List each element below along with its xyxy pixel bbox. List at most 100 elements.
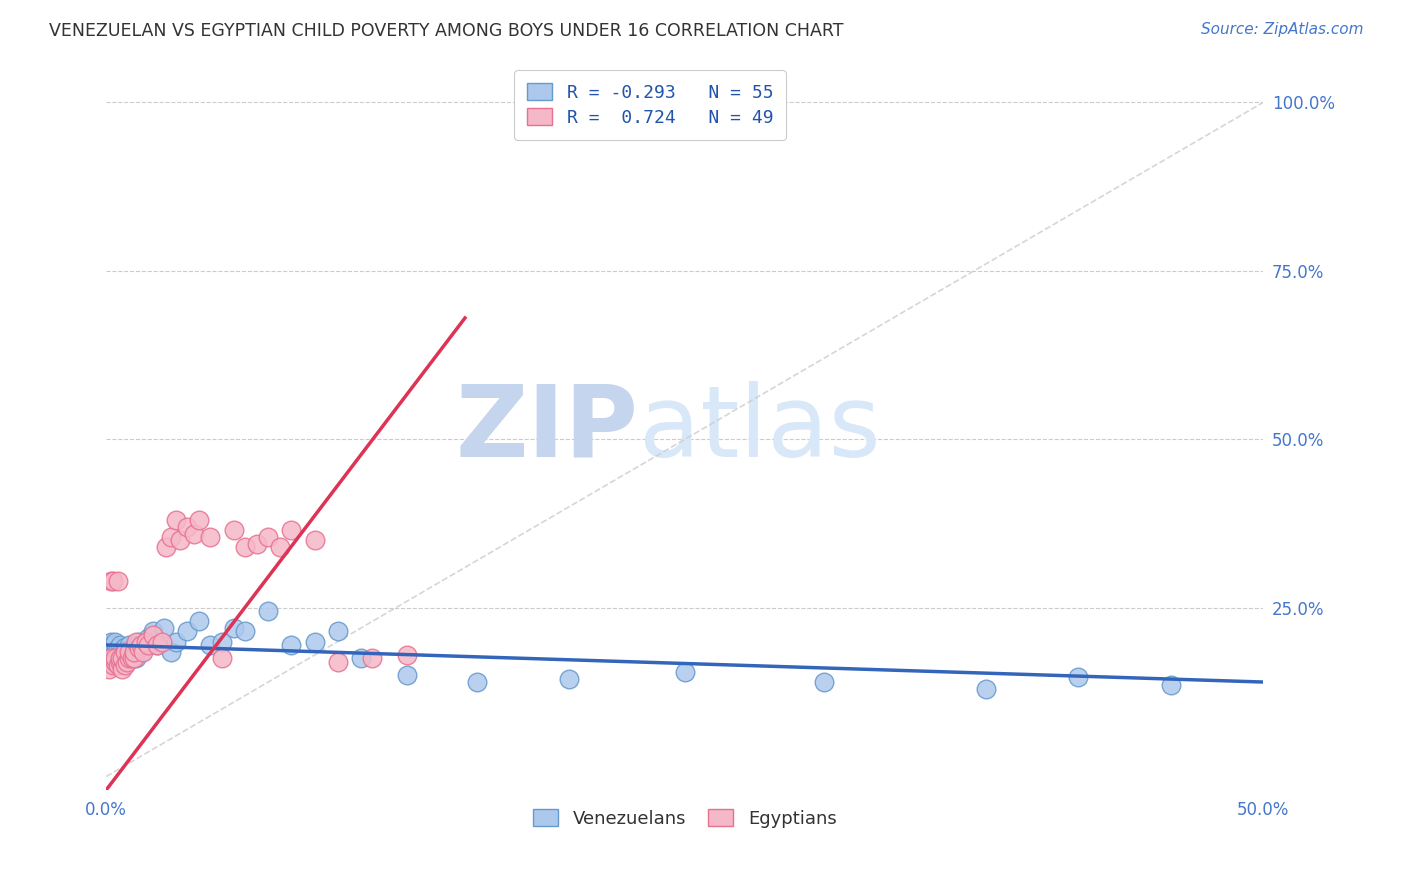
Point [165, 513, 187, 527]
Point [132, 645, 155, 659]
Point [111, 642, 134, 657]
Point [100, 651, 122, 665]
Point [121, 645, 143, 659]
Point [155, 540, 177, 554]
Point [122, 651, 145, 665]
Point [111, 649, 134, 664]
Point [111, 651, 134, 665]
Point [108, 638, 131, 652]
Point [132, 638, 155, 652]
Point [146, 638, 169, 652]
Point [114, 640, 136, 654]
Point [101, 658, 124, 673]
Point [187, 513, 209, 527]
Point [136, 638, 159, 652]
Point [101, 574, 124, 588]
Point [104, 634, 127, 648]
Point [673, 665, 696, 679]
Point [222, 524, 245, 538]
Point [326, 624, 349, 639]
Point [326, 655, 349, 669]
Text: VENEZUELAN VS EGYPTIAN CHILD POVERTY AMONG BOYS UNDER 16 CORRELATION CHART: VENEZUELAN VS EGYPTIAN CHILD POVERTY AMO… [49, 22, 844, 40]
Point [160, 645, 183, 659]
Point [146, 638, 169, 652]
Point [125, 634, 148, 648]
Point [350, 651, 373, 665]
Point [111, 662, 134, 676]
Point [141, 628, 163, 642]
Point [136, 631, 159, 645]
Point [108, 646, 131, 660]
Point [304, 634, 326, 648]
Point [108, 655, 131, 669]
Point [1067, 670, 1090, 684]
Point [153, 621, 176, 635]
Point [257, 604, 280, 618]
Text: atlas: atlas [638, 381, 880, 478]
Point [115, 655, 138, 669]
Point [222, 621, 245, 635]
Legend: Venezuelans, Egyptians: Venezuelans, Egyptians [526, 802, 844, 835]
Point [128, 641, 150, 656]
Point [114, 653, 136, 667]
Point [122, 641, 145, 656]
Point [187, 615, 209, 629]
Point [465, 675, 488, 690]
Point [176, 624, 198, 639]
Point [104, 658, 127, 673]
Point [97, 662, 120, 676]
Point [101, 655, 124, 669]
Point [141, 624, 163, 639]
Point [183, 526, 205, 541]
Point [118, 651, 141, 665]
Point [97, 645, 120, 659]
Point [211, 634, 233, 648]
Point [115, 650, 138, 665]
Point [125, 651, 148, 665]
Point [104, 655, 127, 669]
Point [200, 638, 222, 652]
Point [100, 651, 122, 665]
Point [396, 668, 419, 682]
Point [813, 675, 835, 690]
Point [108, 655, 131, 669]
Point [107, 658, 129, 673]
Point [135, 634, 157, 648]
Point [101, 648, 124, 662]
Point [257, 530, 280, 544]
Point [396, 648, 419, 662]
Point [121, 651, 143, 665]
Point [118, 648, 141, 662]
Point [104, 651, 127, 665]
Point [280, 638, 302, 652]
Point [304, 533, 326, 548]
Point [558, 672, 581, 686]
Point [100, 634, 122, 648]
Point [233, 624, 256, 639]
Point [129, 645, 152, 659]
Point [114, 658, 136, 673]
Point [118, 645, 141, 659]
Point [361, 651, 384, 665]
Point [129, 638, 152, 652]
Point [211, 651, 233, 665]
Point [1160, 678, 1182, 692]
Point [280, 524, 302, 538]
Point [118, 638, 141, 652]
Point [100, 641, 122, 656]
Point [107, 651, 129, 665]
Point [108, 651, 131, 665]
Point [100, 574, 122, 588]
Point [200, 530, 222, 544]
Point [104, 645, 127, 659]
Point [128, 634, 150, 648]
Point [97, 638, 120, 652]
Point [169, 533, 191, 548]
Text: Source: ZipAtlas.com: Source: ZipAtlas.com [1201, 22, 1364, 37]
Text: ZIP: ZIP [456, 381, 638, 478]
Point [107, 641, 129, 656]
Point [176, 520, 198, 534]
Point [165, 634, 187, 648]
Point [160, 530, 183, 544]
Point [122, 645, 145, 659]
